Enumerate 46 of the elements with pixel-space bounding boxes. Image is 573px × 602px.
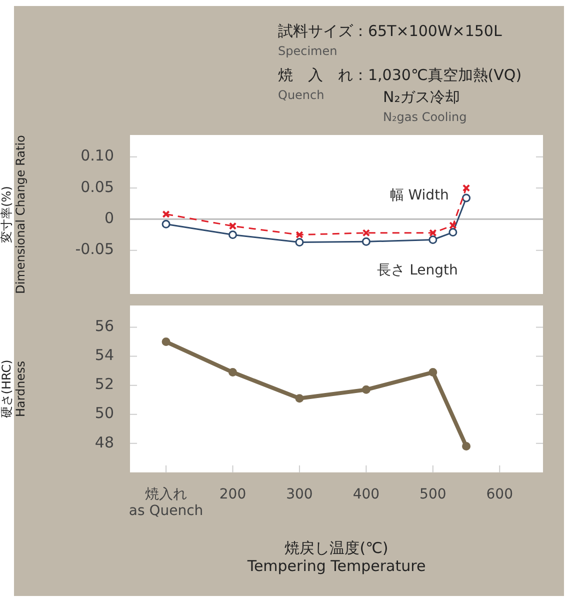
point xyxy=(162,220,170,228)
text: N₂gas Cooling xyxy=(383,110,467,124)
text: N₂ガス冷却 xyxy=(383,88,460,107)
point xyxy=(462,442,471,451)
point xyxy=(295,394,304,403)
series-label: 長さ Length xyxy=(377,262,458,278)
x-axis-title: 焼戻し温度(℃) Tempering Temperature xyxy=(246,538,426,575)
y-tick-label: 0.10 xyxy=(80,146,114,165)
y-axis-title: 変寸率(%) Dimensional Change Ratio xyxy=(0,135,28,294)
text: Specimen xyxy=(278,44,338,58)
text: 焼 入 れ：1,030℃真空加熱(VQ) xyxy=(278,66,522,85)
point xyxy=(429,229,437,237)
point xyxy=(362,229,370,237)
point xyxy=(428,236,438,244)
point xyxy=(449,222,457,230)
x-tick-label: 焼入れ as Quench xyxy=(128,486,204,520)
x-tick-label: 600 xyxy=(486,486,513,502)
point xyxy=(448,228,458,237)
y-tick-label: 0.05 xyxy=(80,178,114,196)
point xyxy=(362,385,370,394)
point xyxy=(296,230,304,239)
x-tick-label: 300 xyxy=(286,486,313,502)
y-tick-label: -0.05 xyxy=(75,240,114,258)
point xyxy=(428,368,438,377)
x-tick-label: 200 xyxy=(219,486,246,502)
y-tick-label: 54 xyxy=(94,346,114,364)
y-tick-label: 56 xyxy=(94,317,114,336)
point xyxy=(228,368,237,377)
point xyxy=(462,194,471,202)
point xyxy=(162,338,170,346)
point xyxy=(362,237,370,246)
y-tick-label: 52 xyxy=(94,375,114,394)
point xyxy=(162,210,170,218)
point xyxy=(295,238,304,246)
y-tick-label: 0 xyxy=(104,209,114,228)
y-tick-label: 48 xyxy=(94,433,114,452)
text: 試料サイズ：65T×100W×150L xyxy=(278,22,502,41)
y-axis-title: 硬さ(HRC) Hardness xyxy=(0,360,28,418)
point xyxy=(462,184,470,192)
series-label: 幅 Width xyxy=(390,187,449,204)
point xyxy=(228,222,237,230)
x-tick-label: 400 xyxy=(352,486,380,502)
point xyxy=(228,230,237,240)
y-tick-label: 50 xyxy=(94,404,114,422)
text: Quench xyxy=(278,88,324,102)
x-tick-label: 500 xyxy=(420,486,446,502)
